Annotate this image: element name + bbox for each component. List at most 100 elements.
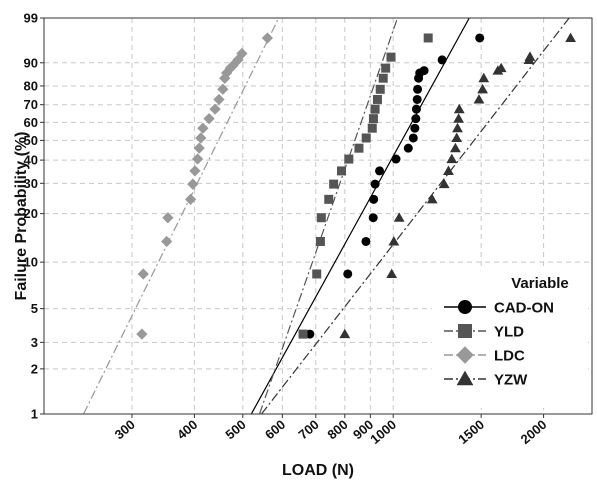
data-point-cad-on: [411, 104, 421, 114]
data-point-yld: [372, 94, 382, 104]
data-point-yzw: [388, 236, 400, 246]
data-point-ldc: [161, 235, 173, 248]
data-point-ldc: [187, 178, 199, 190]
legend-marker-cad-on: [458, 300, 472, 314]
y-tick-label: 99: [24, 11, 38, 26]
y-tick-label: 60: [24, 115, 38, 130]
data-point-ldc: [136, 328, 148, 340]
data-point-cad-on: [419, 66, 429, 76]
data-point-ldc: [195, 132, 207, 144]
data-point-cad-on: [369, 194, 379, 204]
fit-line-yld: [258, 18, 399, 414]
data-point-yzw: [565, 32, 576, 43]
legend-label-cad-on: CAD-ON: [494, 300, 554, 317]
data-point-yld: [329, 179, 339, 189]
data-point-cad-on: [305, 329, 315, 339]
data-point-yzw: [495, 62, 507, 73]
legend-label-yld: YLD: [494, 324, 524, 341]
data-point-yld: [316, 213, 326, 223]
y-tick-label: 50: [24, 133, 38, 148]
data-point-cad-on: [403, 143, 413, 153]
data-point-ldc: [162, 212, 174, 224]
legend: Variable CAD-ON YLD LDC YZW: [432, 268, 588, 408]
data-point-ldc: [213, 93, 225, 106]
data-point-yzw: [452, 122, 463, 133]
plot-frame: [43, 17, 593, 415]
data-point-yzw: [426, 193, 438, 204]
y-tick-label: 10: [24, 255, 38, 270]
fit-line-yzw: [261, 18, 570, 414]
data-point-yld: [344, 154, 354, 164]
data-point-yzw: [386, 268, 398, 279]
data-point-yzw: [478, 72, 490, 83]
data-point-ldc: [184, 193, 197, 205]
data-point-yzw: [453, 103, 465, 114]
fit-line-cad-on: [250, 18, 470, 414]
y-tick-label: 90: [24, 55, 38, 70]
data-point-cad-on: [475, 33, 485, 43]
data-point-ldc: [261, 32, 274, 44]
data-point-ldc: [217, 83, 229, 95]
legend-label-yzw: YZW: [494, 372, 528, 389]
data-point-yld: [312, 269, 322, 279]
data-point-cad-on: [368, 213, 378, 223]
legend-marker-ldc: [456, 346, 474, 364]
y-tick-label: 3: [31, 335, 38, 350]
data-point-yzw: [473, 94, 485, 104]
data-point-ldc: [203, 113, 215, 125]
data-point-yzw: [524, 51, 536, 61]
y-tick-label: 20: [24, 206, 38, 221]
y-tick-label: 70: [24, 97, 38, 112]
data-point-ldc: [191, 153, 204, 165]
data-point-yzw: [438, 178, 450, 189]
data-point-ldc: [193, 142, 205, 154]
y-tick-label: 30: [24, 176, 38, 191]
data-point-yzw: [451, 132, 463, 143]
legend-marker-yzw: [456, 370, 474, 386]
y-tick-label: 80: [24, 78, 38, 93]
data-point-yld: [378, 73, 388, 83]
data-point-cad-on: [437, 55, 447, 65]
legend-marker-yld: [458, 324, 472, 338]
data-point-yld: [370, 104, 380, 114]
data-point-yld: [368, 114, 378, 124]
data-point-cad-on: [343, 269, 353, 279]
data-point-yzw: [449, 142, 461, 153]
data-point-cad-on: [391, 154, 401, 164]
y-tick-label: 40: [24, 153, 38, 168]
data-point-yzw: [446, 153, 458, 164]
legend-label-ldc: LDC: [494, 348, 525, 365]
data-point-ldc: [236, 47, 248, 60]
y-tick-labels: 1 2 3 5 10 20 30 40 50 60 70 80 90 99: [24, 11, 44, 422]
data-point-ldc: [189, 165, 201, 177]
data-point-cad-on: [413, 84, 423, 94]
legend-title: Variable: [511, 275, 569, 292]
data-point-ldc: [197, 122, 209, 134]
data-point-ldc: [209, 103, 221, 115]
data-point-cad-on: [412, 94, 422, 104]
data-point-yld: [354, 143, 364, 153]
data-point-cad-on: [375, 166, 385, 176]
data-point-yld: [381, 63, 391, 73]
data-point-yld: [361, 133, 371, 143]
data-point-yzw: [339, 328, 351, 339]
data-point-yld: [337, 166, 347, 176]
data-point-yld: [367, 123, 377, 133]
y-tick-label: 5: [31, 301, 38, 316]
data-point-cad-on: [361, 236, 371, 246]
y-tick-label: 1: [31, 407, 38, 422]
data-point-yld: [423, 33, 433, 43]
data-point-yld: [315, 236, 325, 246]
fit-line-ldc: [83, 18, 280, 414]
data-point-cad-on: [410, 123, 420, 133]
data-point-cad-on: [408, 133, 418, 143]
y-tick-label: 2: [31, 361, 38, 376]
data-point-ldc: [137, 268, 149, 280]
data-point-yzw: [393, 212, 405, 222]
data-point-cad-on: [411, 114, 421, 124]
data-point-yld: [324, 194, 334, 204]
data-markers: [136, 32, 576, 340]
fit-lines: [83, 18, 570, 414]
data-point-yzw: [453, 113, 465, 123]
